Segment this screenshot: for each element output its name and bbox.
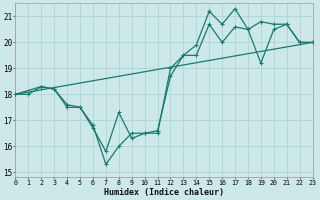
X-axis label: Humidex (Indice chaleur): Humidex (Indice chaleur) (104, 188, 224, 197)
